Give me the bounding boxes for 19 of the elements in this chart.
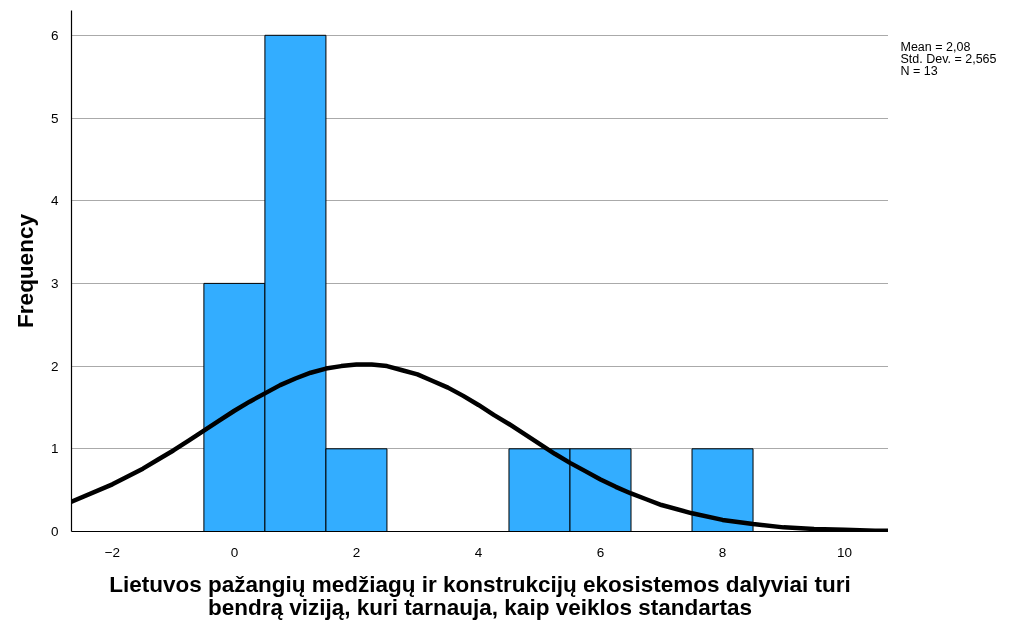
text: Mean = 2,08 <box>900 40 971 55</box>
x-tick-label: −2 <box>104 544 121 560</box>
text: N = 13 <box>900 63 938 78</box>
x-tick-label: 0 <box>230 544 239 560</box>
y-tick-label: 6 <box>50 27 59 43</box>
y-tick-label: 4 <box>50 193 59 209</box>
x-axis-title: Lietuvos pažangių medžiagų ir konstrukcijų ekosistemos dalyviai turi bendrą viziją, kuri tarnauja, kaip veiklos standartas <box>109 571 851 621</box>
text: Std. Dev. = 2,565 <box>900 52 997 66</box>
y-axis-title: Frequency <box>12 213 38 328</box>
y-tick-label: 5 <box>50 110 59 126</box>
y-tick-label: 1 <box>50 441 59 457</box>
y-tick-label: 2 <box>50 358 59 374</box>
x-tick-label: 6 <box>596 544 605 560</box>
y-tick-label: 0 <box>50 524 59 539</box>
x-tick-label: 8 <box>718 544 727 560</box>
y-tick-label: 3 <box>50 275 59 291</box>
x-tick-label: 2 <box>352 544 361 560</box>
x-tick-label: 4 <box>474 544 483 560</box>
x-tick-label: 10 <box>837 544 853 560</box>
